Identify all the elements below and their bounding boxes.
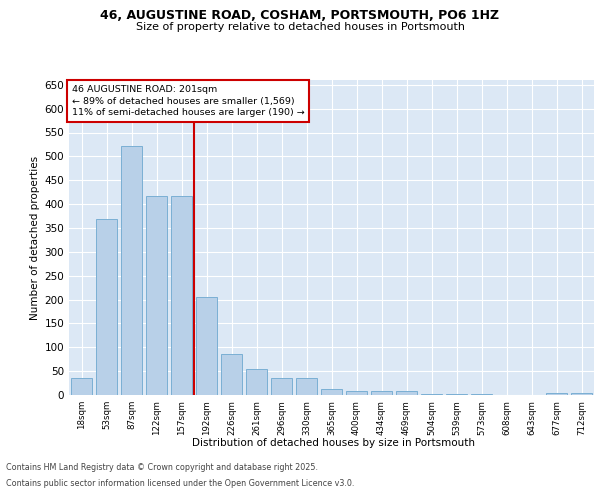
Text: Contains HM Land Registry data © Crown copyright and database right 2025.: Contains HM Land Registry data © Crown c…	[6, 464, 318, 472]
Bar	[146, 196, 167, 395]
Bar	[396, 391, 417, 395]
Bar	[296, 378, 317, 395]
Bar	[171, 196, 192, 395]
Bar	[321, 390, 342, 395]
Bar	[446, 394, 467, 395]
Bar	[346, 390, 367, 395]
Bar	[221, 354, 242, 395]
Y-axis label: Number of detached properties: Number of detached properties	[30, 156, 40, 320]
Text: Size of property relative to detached houses in Portsmouth: Size of property relative to detached ho…	[136, 22, 464, 32]
Bar	[471, 394, 492, 395]
Bar	[71, 378, 92, 395]
Text: 46, AUGUSTINE ROAD, COSHAM, PORTSMOUTH, PO6 1HZ: 46, AUGUSTINE ROAD, COSHAM, PORTSMOUTH, …	[100, 9, 500, 22]
Bar	[571, 393, 592, 395]
Bar	[246, 369, 267, 395]
Text: Contains public sector information licensed under the Open Government Licence v3: Contains public sector information licen…	[6, 478, 355, 488]
Bar	[371, 390, 392, 395]
Bar	[271, 378, 292, 395]
Text: Distribution of detached houses by size in Portsmouth: Distribution of detached houses by size …	[191, 438, 475, 448]
Bar	[121, 146, 142, 395]
Bar	[96, 220, 117, 395]
Bar	[196, 297, 217, 395]
Bar	[546, 392, 567, 395]
Bar	[421, 394, 442, 395]
Text: 46 AUGUSTINE ROAD: 201sqm
← 89% of detached houses are smaller (1,569)
11% of se: 46 AUGUSTINE ROAD: 201sqm ← 89% of detac…	[71, 84, 304, 117]
